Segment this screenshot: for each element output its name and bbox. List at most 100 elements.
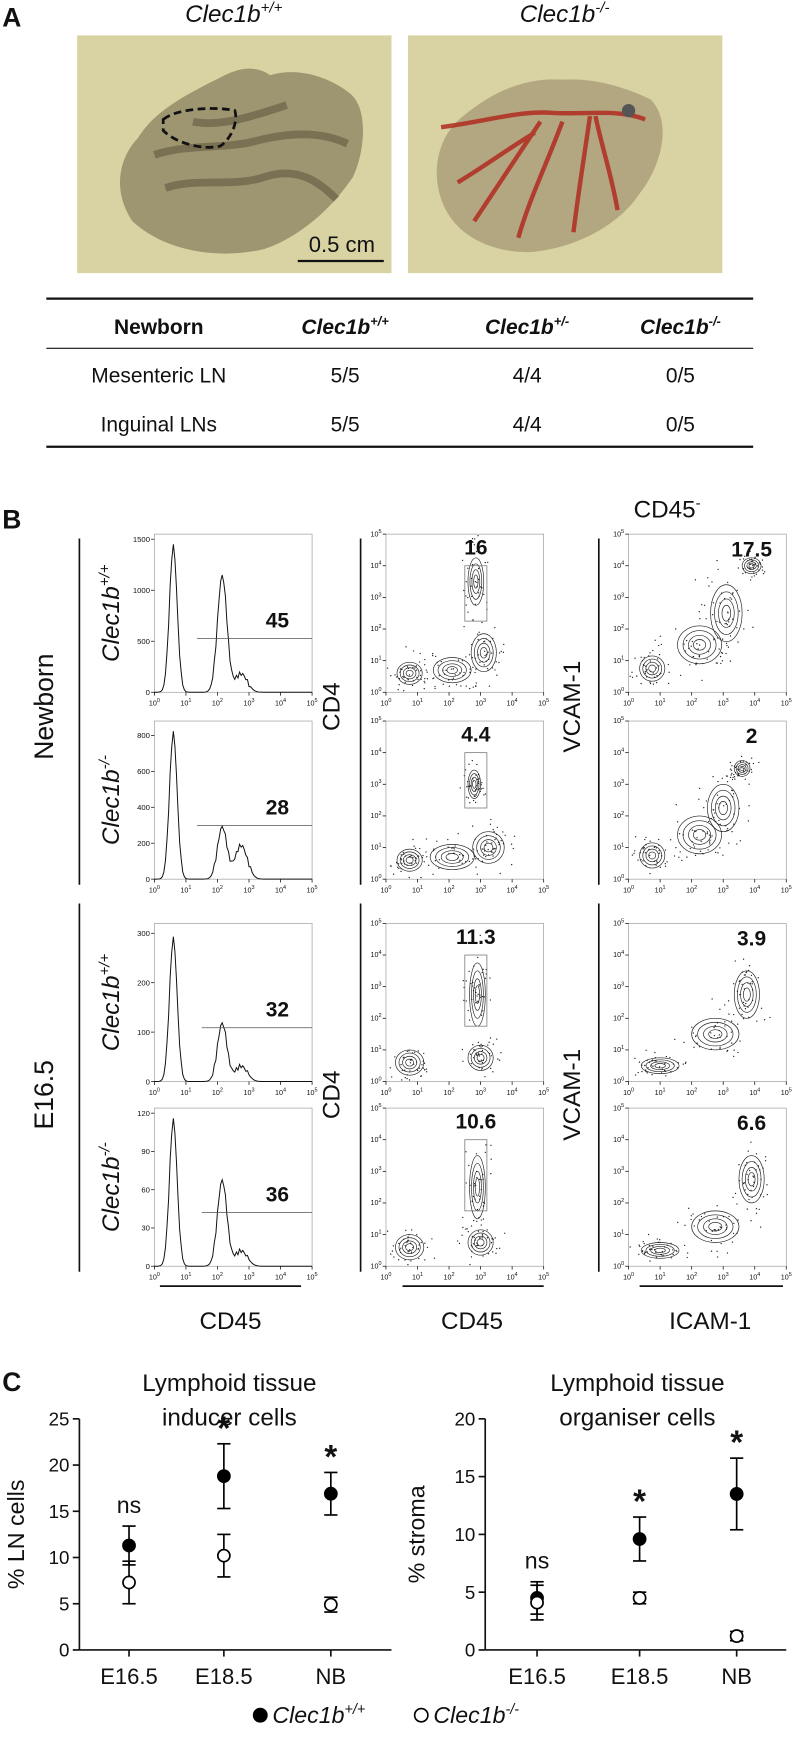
event-dot [425, 1071, 428, 1073]
log-tick-base: 10 [149, 700, 157, 708]
event-dot [432, 652, 434, 655]
event-dot [502, 651, 505, 653]
log-tick-label: 103 [371, 592, 382, 601]
log-tick-label: 100 [623, 1087, 634, 1096]
table-cell: Inguinal LNs [101, 413, 217, 436]
log-tick-label: 101 [412, 885, 423, 894]
contour [477, 642, 491, 663]
event-dot [410, 1260, 412, 1262]
event-dot [726, 1252, 729, 1254]
log-tick-base: 10 [412, 700, 420, 708]
event-dot [416, 676, 418, 679]
event-dot [711, 614, 714, 616]
contour [648, 851, 657, 860]
log-tick-base: 10 [371, 780, 379, 788]
event-dot [485, 1144, 487, 1146]
event-dot [716, 1250, 718, 1252]
genotype-label: Clec1b-/- [96, 1142, 125, 1232]
event-dot [456, 1240, 459, 1242]
log-tick-exp: 4 [378, 748, 381, 754]
event-dot [739, 979, 741, 982]
event-dot [649, 1248, 651, 1250]
event-dot [675, 1249, 677, 1252]
significance-label: * [324, 1439, 337, 1476]
log-tick-label: 100 [380, 885, 391, 894]
event-dot [490, 1067, 492, 1070]
log-tick-base: 10 [371, 1262, 379, 1270]
event-dot [478, 1045, 481, 1047]
log-tick-base: 10 [371, 1078, 379, 1086]
log-tick-base: 10 [613, 530, 621, 538]
event-dot [719, 655, 722, 658]
event-dot [417, 855, 419, 857]
contour [476, 835, 501, 860]
event-dot [459, 853, 461, 856]
log-tick-exp: 5 [546, 698, 549, 704]
event-dot [480, 1224, 482, 1226]
event-dot [655, 1060, 657, 1062]
event-dot [409, 1070, 411, 1072]
event-dot [739, 840, 742, 842]
genotype-label-base: Clec1b [98, 1156, 125, 1232]
event-dot [724, 1025, 726, 1027]
event-dot [691, 1026, 693, 1028]
contour [654, 1063, 666, 1069]
event-dot [669, 839, 672, 841]
log-tick-exp: 4 [283, 1272, 286, 1278]
event-dot [419, 674, 422, 677]
log-tick-exp: 0 [388, 885, 391, 891]
log-tick-label: 101 [613, 1045, 624, 1054]
contour [688, 635, 711, 655]
event-dot [410, 854, 412, 857]
contour [640, 1242, 680, 1259]
contour [471, 970, 484, 1019]
event-dot [659, 635, 662, 637]
significance-label: * [633, 1484, 646, 1521]
event-dot [744, 1008, 747, 1010]
event-dot [713, 1026, 715, 1029]
log-tick-base: 10 [538, 1273, 546, 1281]
event-dot [730, 598, 733, 600]
contour [718, 598, 735, 628]
log-tick-exp: 1 [420, 1087, 423, 1093]
log-tick-exp: 0 [388, 1272, 391, 1278]
log-tick-label: 101 [371, 1045, 382, 1054]
axis-label: CD45 [199, 1308, 261, 1335]
event-dot [472, 858, 474, 860]
event-dot [698, 787, 701, 790]
log-tick-label: 102 [212, 698, 223, 707]
significance-label: ns [525, 1547, 549, 1573]
table-cell: 0/5 [666, 365, 695, 388]
event-dot [510, 843, 513, 845]
event-dot [454, 674, 456, 676]
log-tick-base: 10 [243, 700, 251, 708]
event-dot [736, 627, 738, 629]
log-tick-label: 105 [307, 1272, 318, 1281]
contour [703, 1218, 728, 1235]
y-tick-label: 1500 [133, 535, 150, 544]
log-tick-exp: 3 [251, 698, 254, 704]
event-dot [758, 562, 761, 564]
log-tick-base: 10 [212, 1273, 220, 1281]
contour [739, 765, 745, 772]
contour [467, 557, 485, 606]
event-dot [731, 772, 733, 775]
log-tick-exp: 0 [631, 885, 634, 891]
y-tick-label: 100 [137, 1028, 150, 1037]
event-dot [423, 1069, 426, 1071]
event-dot [748, 805, 750, 807]
log-tick-label: 104 [613, 748, 624, 757]
log-tick-base: 10 [613, 844, 621, 852]
event-dot [693, 846, 696, 848]
event-dot [392, 873, 395, 875]
contour [639, 842, 666, 869]
log-tick-exp: 1 [378, 842, 381, 848]
event-dot [693, 1225, 695, 1227]
table-header: Clec1b+/+ [301, 314, 389, 339]
event-dot [649, 652, 651, 654]
event-dot [739, 1040, 741, 1042]
contour [435, 847, 470, 867]
log-tick-base: 10 [613, 625, 621, 633]
event-dot [733, 1055, 735, 1058]
event-dot [479, 661, 481, 663]
